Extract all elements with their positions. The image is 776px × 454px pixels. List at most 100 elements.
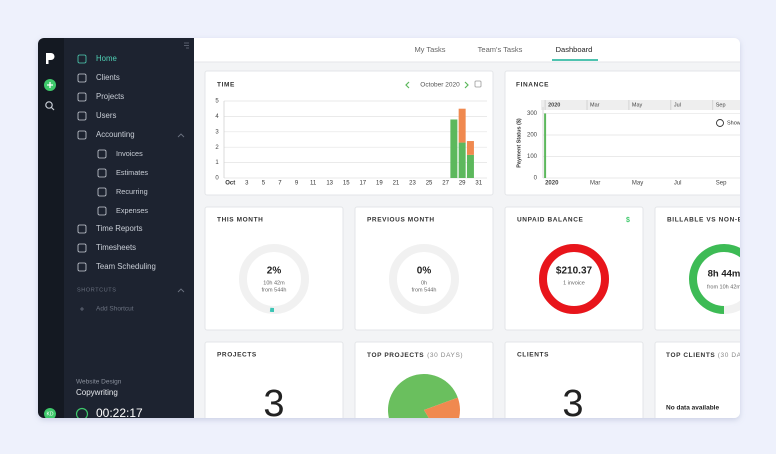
x-tick-label: 31 [475, 181, 482, 187]
tab[interactable]: My Tasks [414, 45, 445, 54]
card-title: BILLABLE VS NON-BILLABLE [667, 217, 775, 224]
chevron[interactable] [177, 288, 185, 293]
menu-item[interactable]: Timesheets [96, 243, 136, 252]
y-tick-label: 3 [215, 129, 219, 135]
card-title: FINANCE [516, 82, 549, 89]
card [654, 341, 740, 418]
x-tick-label: 17 [359, 181, 366, 187]
bar [466, 141, 474, 155]
menu-item[interactable]: Invoices [116, 149, 143, 158]
bar [458, 142, 466, 178]
card-subtitle: (30 DAYS) [427, 352, 463, 359]
x-tick-label: 11 [310, 181, 317, 187]
y-axis-label: Payment Status ($) [516, 118, 522, 168]
x-tick-label: May [632, 181, 643, 187]
donut-value: 2% [267, 266, 282, 277]
recent-task: Copywriting [76, 388, 118, 397]
menu-item[interactable]: Home [96, 54, 117, 63]
donut-note: from 10h 42m [707, 284, 741, 290]
menu-icon [97, 149, 107, 159]
menu-icon [77, 92, 87, 102]
add-shortcut[interactable]: Add Shortcut [96, 306, 134, 313]
menu-icon [77, 224, 87, 234]
logo [46, 53, 55, 64]
chevron[interactable] [177, 133, 185, 138]
x-tick-label: 3 [245, 181, 249, 187]
window-content: KD SHORTCUTS Add Shortcut Website Design… [38, 38, 775, 420]
x-tick-label: 15 [343, 181, 350, 187]
card-title-main: TOP CLIENTS [666, 352, 715, 359]
card-title: THIS MONTH [217, 217, 263, 224]
menu-item[interactable]: Expenses [116, 206, 148, 215]
x-tick-label: 25 [426, 181, 433, 187]
period: October 2020 [420, 82, 460, 89]
search-icon-handle [51, 107, 55, 111]
timer-icon[interactable] [75, 407, 89, 420]
card [204, 341, 344, 418]
collapse-icon[interactable] [184, 42, 189, 49]
menu-item[interactable]: Accounting [96, 130, 135, 139]
bar [466, 154, 474, 178]
rail [38, 38, 64, 418]
menu-icon [77, 130, 87, 140]
menu-icon [77, 243, 87, 253]
x-tick-label: 2020 [545, 181, 559, 187]
expand-icon[interactable] [474, 80, 482, 88]
y-tick-label: 200 [527, 133, 538, 139]
donut-value: 0% [417, 266, 432, 277]
donut-subtitle: 8h 44m [708, 269, 741, 280]
card [654, 206, 740, 331]
tab[interactable]: Team's Tasks [478, 45, 523, 54]
navigator-label: 2020 [548, 102, 560, 108]
bar [544, 113, 547, 178]
menu-item[interactable]: Clients [96, 73, 120, 82]
y-tick-label: 2 [215, 145, 219, 151]
bar [450, 119, 458, 178]
donut-subtitle: 1 invoice [563, 280, 585, 286]
card-subtitle: (30 DAYS) [718, 352, 754, 359]
menu-item[interactable]: Estimates [116, 168, 148, 177]
menu-item[interactable]: Team Scheduling [96, 262, 156, 271]
x-tick-label: 23 [409, 181, 416, 187]
menu-item[interactable]: Users [96, 111, 116, 120]
menu-item[interactable]: Time Reports [96, 224, 143, 233]
x-tick-label: Oct [225, 181, 235, 187]
card-title: UNPAID BALANCE [517, 217, 583, 224]
avatar[interactable] [44, 408, 56, 420]
menu-item[interactable]: Recurring [116, 187, 148, 196]
menu-item[interactable]: Projects [96, 92, 124, 101]
zoom-icon[interactable] [716, 119, 724, 127]
x-tick-label: 27 [442, 181, 449, 187]
donut-arc [689, 244, 740, 314]
menu-icon [77, 262, 87, 272]
donut-subtitle: 0h [421, 280, 427, 286]
y-tick-label: 5 [215, 99, 219, 105]
card [504, 341, 644, 418]
x-tick-label: Sep [716, 181, 727, 187]
y-tick-label: 0 [534, 176, 538, 182]
donut-subtitle: 10h 42m [263, 280, 285, 286]
x-tick-label: Mar [590, 181, 600, 187]
zoom-label: Show [727, 120, 741, 126]
donut-note: from 544h [412, 287, 437, 293]
search-icon[interactable] [45, 101, 53, 109]
card [504, 206, 644, 331]
card-title: PROJECTS [217, 352, 257, 359]
card-title: PREVIOUS MONTH [367, 217, 435, 224]
navigator-label: Jul [674, 102, 681, 108]
card-title: TOP CLIENTS (30 DAYS) [666, 352, 754, 359]
avatar-initials: KD [47, 411, 54, 417]
shortcuts-title: SHORTCUTS [77, 287, 117, 293]
tab[interactable]: Dashboard [556, 45, 593, 54]
top-bar [194, 38, 740, 62]
menu-icon [77, 54, 87, 64]
navigator-label: Sep [716, 102, 726, 108]
x-tick-label: 9 [295, 181, 299, 187]
next-arrow[interactable] [464, 81, 469, 89]
y-tick-label: 300 [527, 111, 538, 117]
prev-arrow[interactable] [405, 81, 410, 89]
donut-value: $210.37 [556, 266, 593, 277]
pie-slice [388, 374, 458, 418]
y-tick-label: 1 [215, 160, 219, 166]
